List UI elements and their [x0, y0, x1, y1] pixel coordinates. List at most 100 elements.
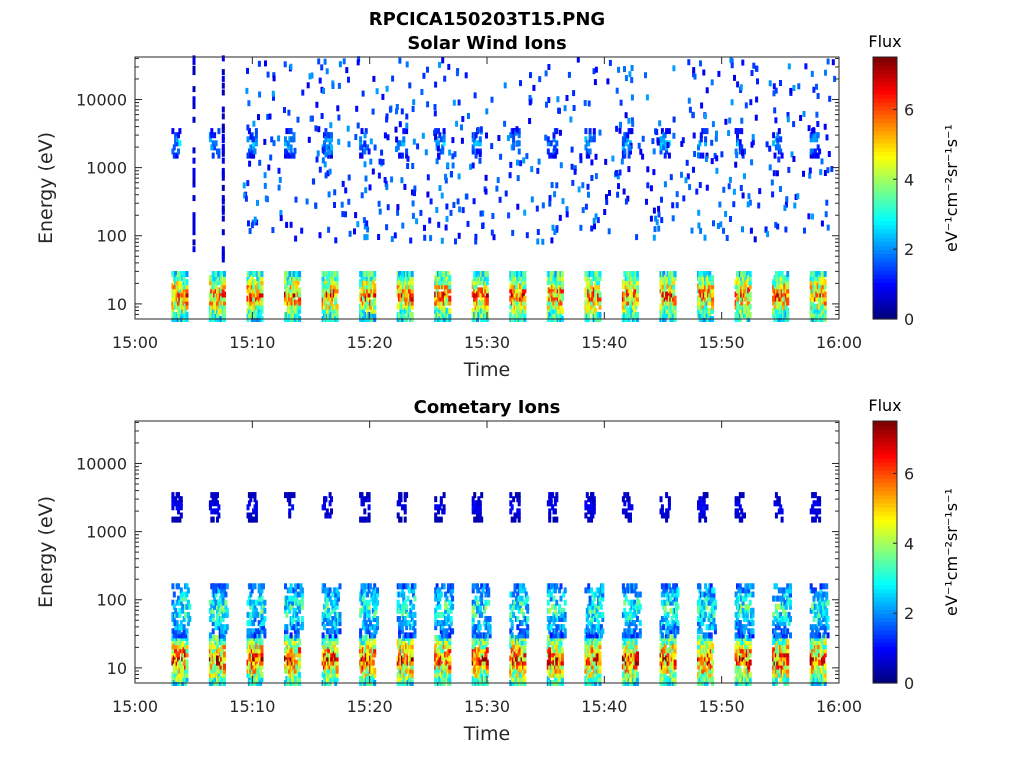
flux-cell: [323, 504, 326, 511]
flux-cell: [174, 607, 178, 614]
flux-cell: [289, 583, 293, 590]
flux-cell: [221, 229, 225, 236]
flux-cell: [325, 599, 329, 606]
flux-cell: [410, 655, 414, 662]
flux-cell: [438, 603, 442, 610]
flux-cell: [513, 583, 517, 590]
flux-cell: [579, 157, 583, 164]
flux-cell: [552, 148, 556, 155]
flux-cell: [748, 295, 752, 302]
flux-cell: [291, 599, 295, 606]
flux-cell: [471, 620, 475, 627]
flux-cell: [252, 120, 256, 127]
flux-cell: [434, 516, 438, 523]
flux-cell: [217, 148, 221, 155]
flux-cell: [480, 599, 484, 606]
flux-cell: [249, 496, 253, 503]
flux-cell: [423, 224, 426, 231]
flux-cell: [401, 222, 405, 229]
flux-cell: [517, 132, 521, 139]
colorbar-swatch: [873, 269, 897, 275]
flux-cell: [335, 307, 339, 314]
flux-cell: [444, 591, 448, 598]
flux-cell: [292, 303, 296, 310]
flux-cell: [812, 311, 816, 318]
flux-cell: [326, 170, 330, 177]
flux-cell: [412, 591, 416, 598]
flux-cell: [811, 132, 815, 139]
flux-cell: [752, 62, 756, 69]
flux-cell: [371, 607, 375, 614]
flux-cell: [751, 139, 755, 146]
flux-cell: [514, 651, 518, 658]
flux-cell: [708, 311, 712, 318]
flux-cell: [172, 663, 176, 670]
flux-cell: [510, 647, 514, 654]
flux-cell: [477, 620, 481, 627]
flux-cell: [266, 71, 270, 78]
flux-cell: [480, 611, 484, 618]
flux-cell: [443, 75, 447, 82]
flux-cell: [499, 153, 503, 160]
flux-cell: [210, 128, 214, 135]
flux-cell: [185, 628, 189, 635]
flux-cell: [485, 279, 489, 286]
colorbar-swatch: [873, 106, 897, 111]
flux-cell: [278, 176, 282, 183]
flux-cell: [506, 135, 510, 142]
flux-cell: [437, 516, 440, 523]
flux-cell: [440, 237, 444, 244]
flux-cell: [337, 82, 341, 89]
flux-cell: [449, 616, 453, 622]
colorbar-swatch: [873, 155, 897, 160]
flux-cell: [296, 279, 300, 286]
flux-cell: [213, 144, 217, 151]
flux-cell: [476, 500, 479, 507]
flux-cell: [185, 311, 189, 318]
flux-cell: [260, 303, 264, 310]
flux-cell: [396, 209, 400, 216]
flux-cell: [412, 587, 416, 594]
flux-cell: [292, 492, 296, 499]
flux-cell: [263, 628, 267, 635]
flux-cell: [257, 620, 261, 627]
flux-cell: [669, 174, 673, 181]
flux-cell: [532, 84, 536, 91]
flux-cell: [634, 303, 638, 310]
flux-cell: [447, 63, 451, 70]
flux-cell: [587, 279, 591, 286]
flux-cell: [373, 303, 377, 310]
flux-cell: [484, 174, 488, 181]
flux-cell: [560, 307, 564, 314]
flux-cell: [254, 504, 258, 511]
flux-cell: [252, 136, 256, 143]
flux-cell: [179, 271, 183, 277]
flux-cell: [663, 181, 667, 188]
flux-cell: [331, 647, 335, 654]
flux-cell: [617, 66, 621, 73]
flux-cell: [171, 492, 175, 499]
flux-cell: [517, 148, 521, 155]
flux-cell: [675, 191, 679, 198]
flux-cell: [192, 55, 196, 62]
flux-cell: [247, 659, 251, 666]
flux-cell: [298, 675, 302, 682]
flux-cell: [667, 152, 671, 159]
flux-cell: [317, 126, 321, 133]
flux-cell: [516, 279, 520, 286]
flux-cell: [225, 607, 229, 614]
flux-cell: [686, 173, 690, 180]
flux-cell: [478, 157, 482, 164]
flux-cell: [324, 151, 328, 158]
flux-cell: [412, 603, 416, 610]
flux-cell: [361, 671, 365, 678]
flux-cell: [776, 140, 780, 147]
flux-cell: [660, 287, 664, 294]
flux-cell: [774, 87, 778, 94]
flux-cell: [484, 675, 488, 682]
flux-cell: [405, 61, 409, 68]
flux-cell: [218, 595, 222, 602]
flux-cell: [434, 667, 438, 674]
flux-cell: [449, 599, 453, 606]
flux-cell: [182, 628, 186, 635]
